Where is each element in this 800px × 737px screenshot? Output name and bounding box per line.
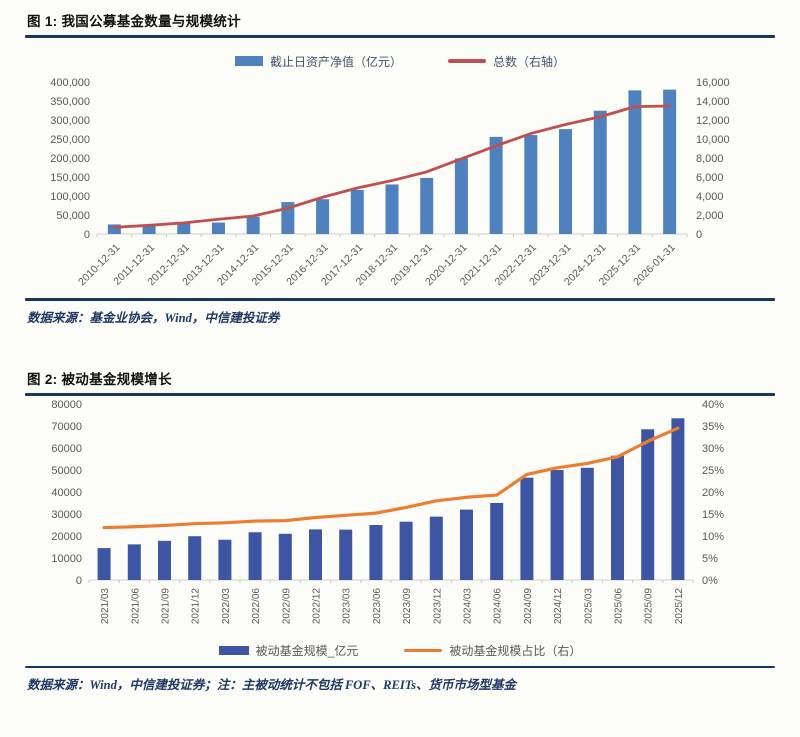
svg-text:0%: 0%: [702, 575, 718, 587]
svg-text:2025/03: 2025/03: [583, 587, 594, 624]
figure-2-title-rule: [25, 392, 775, 396]
svg-text:25%: 25%: [702, 465, 724, 477]
svg-text:2,000: 2,000: [696, 210, 724, 222]
svg-text:400,000: 400,000: [50, 77, 90, 89]
svg-text:350,000: 350,000: [50, 96, 90, 108]
legend-item-passive-scale: 被动基金规模_亿元: [218, 642, 359, 659]
svg-text:2024/09: 2024/09: [523, 587, 534, 624]
svg-text:10000: 10000: [51, 553, 82, 565]
figure-1: 图 1: 我国公募基金数量与规模统计 截止日资产净值（亿元） 总数（右轴） 0 5…: [25, 10, 775, 328]
line-swatch-icon: [448, 59, 486, 63]
svg-text:100,000: 100,000: [50, 191, 90, 203]
legend-label: 截止日资产净值（亿元）: [269, 54, 402, 69]
svg-text:16,000: 16,000: [696, 77, 730, 89]
svg-text:70000: 70000: [51, 421, 82, 433]
legend-item-nav: 截止日资产净值（亿元）: [234, 53, 402, 70]
svg-text:50,000: 50,000: [56, 210, 90, 222]
svg-text:150,000: 150,000: [50, 172, 90, 184]
svg-text:80000: 80000: [51, 399, 82, 411]
svg-text:8,000: 8,000: [696, 153, 724, 165]
svg-text:0: 0: [696, 229, 702, 241]
svg-text:2021/09: 2021/09: [161, 587, 172, 624]
svg-text:40%: 40%: [702, 399, 724, 411]
svg-text:40000: 40000: [51, 487, 82, 499]
bar-swatch-icon: [234, 56, 263, 66]
legend-label: 总数（右轴）: [493, 54, 566, 69]
svg-text:2023/09: 2023/09: [402, 587, 413, 624]
svg-text:50000: 50000: [51, 465, 82, 477]
svg-text:250,000: 250,000: [50, 134, 90, 146]
figure-2-title: 图 2: 被动基金规模增长: [27, 371, 172, 387]
bar-swatch-icon: [218, 646, 249, 655]
svg-text:2024/06: 2024/06: [493, 587, 504, 624]
svg-text:5%: 5%: [702, 553, 718, 565]
svg-text:2021/06: 2021/06: [130, 587, 141, 624]
svg-text:35%: 35%: [702, 421, 724, 433]
legend-label: 被动基金规模_亿元: [255, 644, 359, 658]
svg-text:0: 0: [84, 229, 90, 241]
figure-1-legend: 截止日资产净值（亿元） 总数（右轴）: [25, 50, 775, 72]
figure-2-footer-rule: [25, 665, 775, 668]
svg-text:2023/12: 2023/12: [432, 587, 443, 624]
svg-text:30000: 30000: [51, 509, 82, 521]
svg-text:10,000: 10,000: [696, 134, 730, 146]
svg-text:2022/03: 2022/03: [221, 587, 232, 624]
svg-text:15%: 15%: [702, 509, 724, 521]
figure-2-legend: 被动基金规模_亿元 被动基金规模占比（右）: [25, 640, 775, 662]
svg-text:2023/03: 2023/03: [342, 587, 353, 624]
passive-fund-combo-chart: 0 10000 20000 30000 40000 50000 60000 70000 8000…: [51, 399, 724, 624]
svg-text:2023/06: 2023/06: [372, 587, 383, 624]
svg-text:2021/12: 2021/12: [191, 587, 202, 624]
figure-2: 图 2: 被动基金规模增长 0 10000 20000 30000 40000 50000…: [25, 368, 775, 696]
svg-text:2025/06: 2025/06: [614, 587, 625, 624]
svg-text:14,000: 14,000: [696, 96, 730, 108]
svg-text:12,000: 12,000: [696, 115, 730, 127]
svg-text:2025/09: 2025/09: [644, 587, 655, 624]
svg-text:2025/12: 2025/12: [674, 587, 685, 624]
svg-text:4,000: 4,000: [696, 191, 724, 203]
legend-item-passive-ratio: 被动基金规模占比（右）: [404, 642, 581, 659]
svg-text:0: 0: [76, 575, 82, 587]
fund-scale-combo-chart: 0 50,000 100,000 150,000 200,000 250,000 300,0…: [50, 77, 730, 288]
svg-text:300,000: 300,000: [50, 115, 90, 127]
svg-text:30%: 30%: [702, 443, 724, 455]
legend-label: 被动基金规模占比（右）: [449, 644, 582, 658]
svg-text:2024/12: 2024/12: [553, 587, 564, 624]
svg-text:2024/03: 2024/03: [463, 587, 474, 624]
svg-text:2022/06: 2022/06: [251, 587, 262, 624]
legend-item-count: 总数（右轴）: [448, 53, 565, 70]
figure-1-footer-rule: [25, 298, 775, 301]
svg-text:6,000: 6,000: [696, 172, 724, 184]
svg-text:2022/12: 2022/12: [312, 587, 323, 624]
svg-text:2022/09: 2022/09: [281, 587, 292, 624]
line-swatch-icon: [404, 648, 443, 653]
figure-2-source: 数据来源：Wind，中信建投证券；注：主被动统计不包括 FOF、REITs、货币…: [27, 678, 517, 692]
svg-text:20000: 20000: [51, 531, 82, 543]
figure-1-title-rule: [25, 35, 775, 38]
figure-1-source: 数据来源：基金业协会，Wind，中信建投证券: [27, 310, 280, 325]
svg-text:20%: 20%: [702, 487, 724, 499]
svg-text:10%: 10%: [702, 531, 724, 543]
svg-text:200,000: 200,000: [50, 153, 90, 165]
figure-1-title: 图 1: 我国公募基金数量与规模统计: [27, 14, 241, 29]
svg-text:60000: 60000: [51, 443, 82, 455]
svg-text:2021/03: 2021/03: [100, 587, 111, 624]
